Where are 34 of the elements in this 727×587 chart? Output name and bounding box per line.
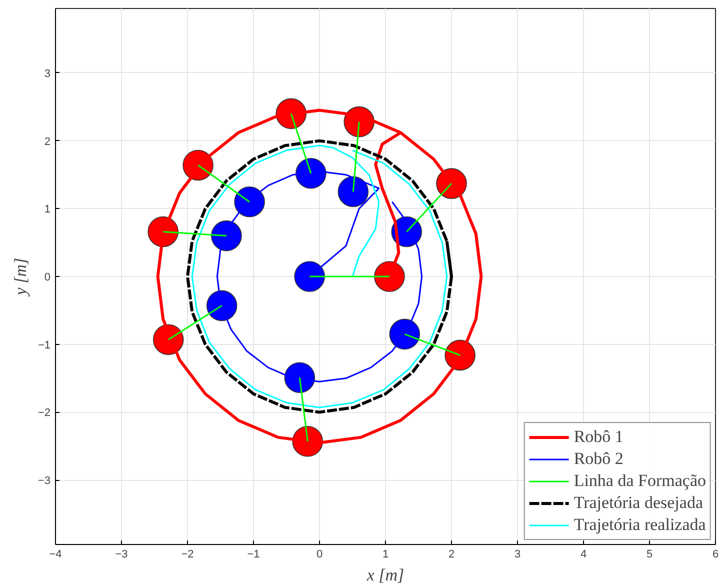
point <box>284 362 316 393</box>
x-tick-label: −3 <box>115 548 128 560</box>
y-tick-label: 1 <box>44 204 51 216</box>
y-tick-label: 0 <box>44 272 51 284</box>
y-tick-label: −2 <box>38 407 51 420</box>
point <box>374 261 405 292</box>
point <box>294 261 325 292</box>
x-tick-label: 0 <box>316 548 323 560</box>
y-tick-label: −1 <box>38 339 51 352</box>
y-tick-label: −3 <box>38 475 51 488</box>
point <box>206 290 238 322</box>
x-tick-label: 2 <box>448 548 455 560</box>
legend-label: Trajetória realizada <box>574 515 706 535</box>
x-tick-label: 5 <box>646 548 653 560</box>
x-tick-label: 1 <box>382 548 389 560</box>
legend-label: Trajetória desejada <box>574 493 703 513</box>
point <box>234 186 265 218</box>
x-axis-title: x [m] <box>366 566 404 584</box>
x-tick-label: 4 <box>580 548 587 560</box>
x-tick-label: −4 <box>49 548 62 560</box>
point <box>296 158 326 189</box>
x-tick-label: 6 <box>712 548 719 560</box>
point <box>389 318 420 350</box>
y-tick-label: 2 <box>44 136 51 148</box>
point <box>211 220 242 252</box>
point <box>338 176 369 208</box>
legend-label: Robô 2 <box>574 449 624 469</box>
y-axis-title: y [m] <box>10 258 30 298</box>
x-tick-label: −2 <box>181 548 194 560</box>
x-tick-label: 3 <box>514 548 521 560</box>
legend-label: Robô 1 <box>574 427 624 447</box>
x-tick-label: −1 <box>247 548 260 560</box>
legend-label: Linha da Formação <box>574 471 706 491</box>
y-tick-label: 3 <box>44 68 51 80</box>
